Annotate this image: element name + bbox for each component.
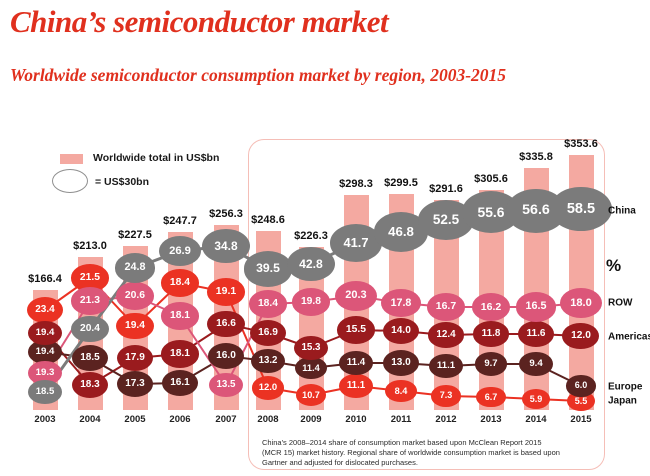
bubble-china-2009: 42.8 — [286, 246, 336, 282]
bubble-europe-2006: 16.1 — [161, 369, 199, 397]
bubble-china-2005: 24.8 — [114, 253, 156, 283]
year-label-2005: 2005 — [124, 414, 146, 425]
bubble-americas-2005: 17.9 — [116, 344, 154, 372]
year-label-2004: 2004 — [79, 414, 101, 425]
bubble-china-2006: 26.9 — [158, 235, 202, 267]
page-subtitle: Worldwide semiconductor consumption mark… — [10, 65, 507, 85]
legend-bar-label: Worldwide total in US$bn — [93, 152, 220, 164]
year-label-2006: 2006 — [169, 414, 191, 425]
bubble-americas-2008: 16.9 — [249, 319, 287, 347]
bubble-row-2009: 19.8 — [292, 288, 330, 316]
bubble-row-2004: 21.3 — [71, 287, 109, 315]
bubble-americas-2011: 14.0 — [382, 317, 420, 345]
total-label-2008: $248.6 — [251, 214, 285, 226]
bubble-row-2005: 20.6 — [115, 282, 155, 310]
bubble-europe-2009: 11.4 — [295, 356, 327, 380]
series-label-row: ROW — [608, 297, 633, 309]
bubble-row-2010: 20.3 — [335, 281, 377, 311]
series-label-europe: Europe — [608, 381, 643, 393]
year-label-2003: 2003 — [34, 414, 56, 425]
year-label-2012: 2012 — [435, 414, 457, 425]
series-label-china: China — [608, 205, 636, 217]
footnote: China's 2008–2014 share of consumption m… — [262, 437, 560, 467]
bubble-europe-2014: 9.4 — [519, 351, 553, 377]
bubble-japan-2011: 8.4 — [385, 379, 417, 403]
bubble-japan-2012: 7.3 — [431, 385, 461, 407]
year-label-2007: 2007 — [215, 414, 237, 425]
bubble-row-2012: 16.7 — [426, 293, 466, 321]
bubble-row-2008: 18.4 — [249, 290, 287, 318]
bubble-europe-2012: 11.1 — [429, 353, 463, 379]
bubble-row-2011: 17.8 — [381, 288, 421, 318]
total-label-2004: $213.0 — [73, 239, 107, 252]
year-label-2010: 2010 — [345, 414, 367, 425]
percent-axis-label: % — [606, 256, 622, 275]
total-label-2011: $299.5 — [384, 177, 418, 190]
bubble-china-2007: 34.8 — [202, 228, 250, 263]
bubble-china-2004: 20.4 — [71, 315, 109, 343]
bubble-americas-2006: 18.1 — [161, 340, 199, 368]
bubble-europe-2008: 13.2 — [251, 348, 285, 374]
total-label-2005: $227.5 — [118, 229, 152, 242]
bubble-row-2006: 18.1 — [161, 302, 199, 330]
bubble-americas-2009: 15.3 — [293, 335, 329, 361]
bubble-japan-2014: 5.9 — [521, 388, 551, 410]
legend-bubble-label: = US$30bn — [95, 176, 149, 188]
year-label-2011: 2011 — [390, 414, 412, 425]
bubble-europe-2013: 9.7 — [474, 352, 508, 376]
series-label-japan: Japan — [608, 395, 637, 407]
bubble-japan-2009: 10.7 — [295, 383, 327, 407]
bubble-europe-2010: 11.4 — [338, 350, 374, 376]
bubble-japan-2010: 11.1 — [338, 373, 374, 399]
bubble-row-2007: 13.5 — [208, 372, 244, 398]
legend-bubble-ellipse-icon — [52, 169, 88, 193]
bubble-europe-2004: 18.5 — [71, 345, 109, 371]
year-label-2008: 2008 — [257, 414, 279, 425]
bubble-americas-2015: 12.0 — [562, 322, 600, 350]
bubble-europe-2005: 17.3 — [116, 371, 154, 397]
year-label-2009: 2009 — [300, 414, 322, 425]
year-label-2015: 2015 — [570, 414, 592, 425]
bubble-japan-2008: 12.0 — [251, 376, 285, 400]
bubble-americas-2013: 11.8 — [473, 321, 509, 347]
page-title: China’s semiconductor market — [10, 4, 389, 39]
series-label-americas: Americas — [608, 331, 650, 343]
bubble-europe-2011: 13.0 — [383, 350, 419, 376]
bubble-china-2010: 41.7 — [329, 224, 383, 262]
bubble-americas-2014: 11.6 — [518, 321, 554, 347]
bubble-europe-2007: 16.0 — [207, 342, 245, 370]
bubble-japan-2006: 18.4 — [161, 269, 199, 297]
bubble-japan-2007: 19.1 — [206, 278, 246, 306]
bubble-row-2013: 16.2 — [471, 292, 511, 321]
bubble-americas-2012: 12.4 — [428, 322, 464, 348]
bubble-china-2003: 18.5 — [28, 380, 62, 404]
legend-bar-swatch-icon — [60, 154, 83, 164]
bubble-row-2014: 16.5 — [515, 292, 557, 322]
bubble-china-2015: 58.5 — [549, 186, 613, 232]
total-label-2015: $353.6 — [564, 138, 598, 151]
year-label-2014: 2014 — [525, 414, 547, 425]
bubble-japan-2013: 6.7 — [476, 386, 506, 408]
total-label-2013: $305.6 — [474, 172, 508, 185]
year-label-2013: 2013 — [480, 414, 502, 425]
bubble-japan-2003: 23.4 — [27, 297, 63, 323]
bubble-europe-2015: 6.0 — [566, 375, 596, 397]
bubble-americas-2010: 15.5 — [336, 316, 376, 344]
bubble-americas-2004: 18.3 — [72, 372, 108, 398]
bubble-china-2008: 39.5 — [243, 251, 293, 287]
bubble-japan-2005: 19.4 — [116, 312, 154, 340]
bubble-row-2015: 18.0 — [559, 287, 603, 319]
total-label-2010: $298.3 — [339, 178, 373, 191]
total-label-2012: $291.6 — [429, 183, 463, 196]
bubble-americas-2007: 16.6 — [207, 310, 245, 338]
bubble-americas-2003: 19.4 — [28, 320, 62, 346]
total-label-2014: $335.8 — [519, 151, 553, 164]
bubble-japan-2004: 21.5 — [71, 264, 109, 292]
